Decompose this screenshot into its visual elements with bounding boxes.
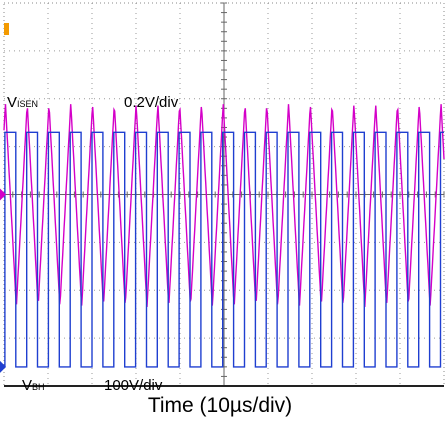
- trace-vbh: [4, 131, 444, 368]
- visen-series-label: VISEN: [7, 94, 39, 111]
- x-axis-label: Time (10µs/div): [147, 394, 293, 417]
- channel-2-marker: [0, 360, 6, 373]
- channel-1-marker: [0, 188, 6, 201]
- trace-visen: [3, 104, 445, 308]
- plot-frame: [3, 2, 445, 387]
- visen-scale-label: 0.2V/div: [124, 94, 179, 111]
- trigger-marker: [4, 23, 9, 35]
- vbh-series-label: VBH: [22, 377, 45, 394]
- channel-markers: [0, 23, 9, 373]
- vbh-scale-label: 100V/div: [104, 377, 163, 394]
- traces: [3, 104, 445, 368]
